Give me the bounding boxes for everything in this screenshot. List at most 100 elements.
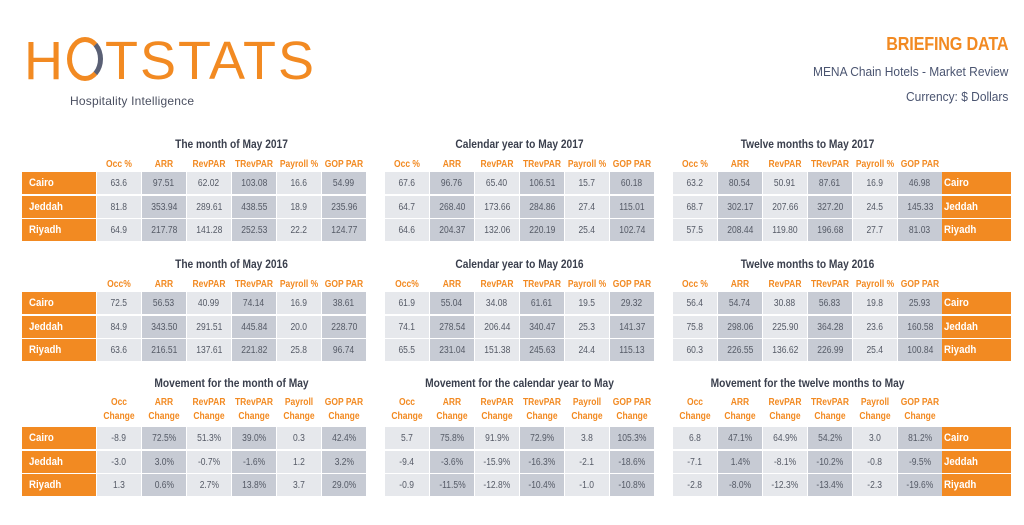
cell-value: 63.6 [110,344,128,356]
table-cell: 353.94 [142,196,186,218]
panel-title: Calendar year to May 2016 [455,257,584,271]
cell-value: -19.6% [906,479,934,491]
table-cell: 42.4% [322,427,366,449]
cell-value: 226.99 [816,344,844,356]
city-label-jeddah: Jeddah [937,451,1011,473]
city-name: Cairo [29,297,54,309]
city-label-cairo: Cairo [937,172,1011,194]
cell-value: 302.17 [726,201,754,213]
table-cell: 18.9 [277,196,321,218]
city-name: Jeddah [29,201,63,213]
column-header-line2: Change [859,411,891,422]
cell-value: 3.8 [581,432,593,444]
table-cell: 0.6% [142,474,186,496]
table-cell: 228.70 [322,316,366,338]
cell-value: 364.28 [816,321,844,333]
cell-value: 204.37 [438,224,466,236]
cell-value: 438.55 [240,201,268,213]
column-header-line2: Change [814,411,846,422]
table-cell: -10.4% [520,474,564,496]
cell-value: 119.80 [772,224,798,236]
table-cell: 327.20 [808,196,852,218]
table-cell: 24.4 [565,339,609,361]
table-cell: 106.51 [520,172,564,194]
cell-value: 173.66 [483,201,511,213]
table-cell: 56.83 [808,292,852,314]
column-header: TRevPAR Change [232,397,276,423]
cell-value: 42.4% [331,432,357,444]
table-cell: 74.1 [385,316,429,338]
table-cell: 64.7 [385,196,429,218]
table-cell: 25.93 [898,292,942,314]
cell-value: 5.7 [401,432,413,444]
cell-value: 25.93 [909,297,931,309]
column-header-line2: Change [391,411,423,422]
column-header-line1: GOP PAR [324,397,364,408]
table-cell: 16.6 [277,172,321,194]
table-cell: 119.80 [763,219,807,241]
logo-wordmark: H TSTATS [24,34,316,88]
column-header: Occ% [107,279,131,290]
panel-title: The month of May 2017 [175,137,288,151]
table-cell: 145.33 [898,196,942,218]
cell-value: 18.9 [290,201,308,213]
table-cell: -9.5% [898,451,942,473]
cell-value: 216.51 [150,344,178,356]
column-header: Occ% [395,279,419,290]
column-header: GOP PAR [612,159,652,170]
city-label-jeddah: Jeddah [22,451,96,473]
table-cell: 1.2 [277,451,321,473]
table-cell: 268.40 [430,196,474,218]
column-header: Payroll % [855,279,895,290]
cell-value: 55.04 [441,297,463,309]
table-cell: -10.2% [808,451,852,473]
table-cell: 235.96 [322,196,366,218]
table-cell: 221.82 [232,339,276,361]
table-cell: 23.6 [853,316,897,338]
table-cell: 252.53 [232,219,276,241]
cell-value: -13.4% [816,479,844,491]
cell-value: 0.6% [154,479,174,491]
table-cell: 25.3 [565,316,609,338]
table-cell: 61.61 [520,292,564,314]
table-cell: 105.3% [610,427,654,449]
column-header: Payroll % [279,159,319,170]
city-name: Jeddah [944,321,978,333]
column-header-line2: Change [328,411,360,422]
cell-value: 97.51 [153,177,175,189]
table-cell: 343.50 [142,316,186,338]
cell-value: -7.1 [687,456,703,468]
table-cell: 54.2% [808,427,852,449]
cell-value: 62.02 [198,177,220,189]
cell-value: 24.4 [578,344,596,356]
column-header: GOP PAR [900,159,940,170]
table-cell: -7.1 [673,451,717,473]
column-header: Payroll % [567,159,607,170]
cell-value: -2.3 [867,479,883,491]
city-label-riyadh: Riyadh [937,339,1011,361]
column-header: TRevPAR [810,159,850,170]
cell-value: 75.8 [686,321,704,333]
table-cell: -13.4% [808,474,852,496]
cell-value: -10.2% [816,456,844,468]
table-cell: 87.61 [808,172,852,194]
logo-letter-h: H [24,31,65,91]
table-cell: 57.5 [673,219,717,241]
table-cell: 206.44 [475,316,519,338]
cell-value: 106.51 [528,177,556,189]
table-cell: 72.5 [97,292,141,314]
table-cell: 54.74 [718,292,762,314]
column-header: TRevPAR Change [808,397,852,423]
city-name: Riyadh [29,479,62,491]
cell-value: 25.4 [578,224,596,236]
cell-value: 206.44 [483,321,511,333]
table-cell: 27.4 [565,196,609,218]
cell-value: 50.91 [774,177,796,189]
cell-value: 0.3 [293,432,305,444]
cell-value: -12.3% [771,479,799,491]
city-name: Cairo [944,432,969,444]
table-cell: 63.6 [97,172,141,194]
cell-value: 75.8% [439,432,465,444]
table-cell: 60.3 [673,339,717,361]
cell-value: 60.3 [686,344,704,356]
